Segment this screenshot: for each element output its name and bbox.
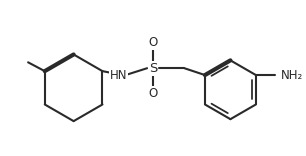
Text: NH₂: NH₂ [281, 68, 304, 82]
Text: O: O [148, 36, 158, 49]
Text: S: S [149, 62, 157, 75]
Text: O: O [148, 87, 158, 100]
Text: HN: HN [110, 68, 128, 82]
